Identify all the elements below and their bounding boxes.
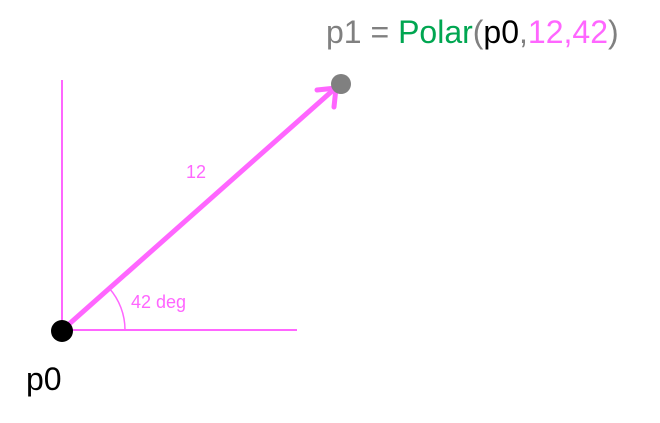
formula-close-paren: ) (607, 14, 619, 50)
angle-label: 42 deg (131, 292, 187, 312)
formula-function: Polar (398, 14, 473, 50)
formula-open-paren: ( (472, 14, 484, 50)
point-p0 (51, 320, 73, 342)
formula-arg-point: p0 (483, 14, 520, 50)
formula-equals: = (361, 14, 399, 50)
formula-lhs: p1 (326, 14, 362, 50)
formula-comma-2: , (563, 14, 573, 50)
formula-arg-length: 12 (527, 14, 564, 50)
point-p1 (331, 74, 351, 94)
length-label: 12 (186, 162, 207, 182)
formula-comma-1: , (519, 14, 528, 50)
polar-vector (65, 89, 334, 328)
origin-label: p0 (26, 361, 62, 397)
formula-text: p1 = Polar(p0,12,42) (326, 16, 619, 48)
formula-arg-angle: 42 (572, 14, 608, 50)
angle-arc (108, 287, 126, 331)
